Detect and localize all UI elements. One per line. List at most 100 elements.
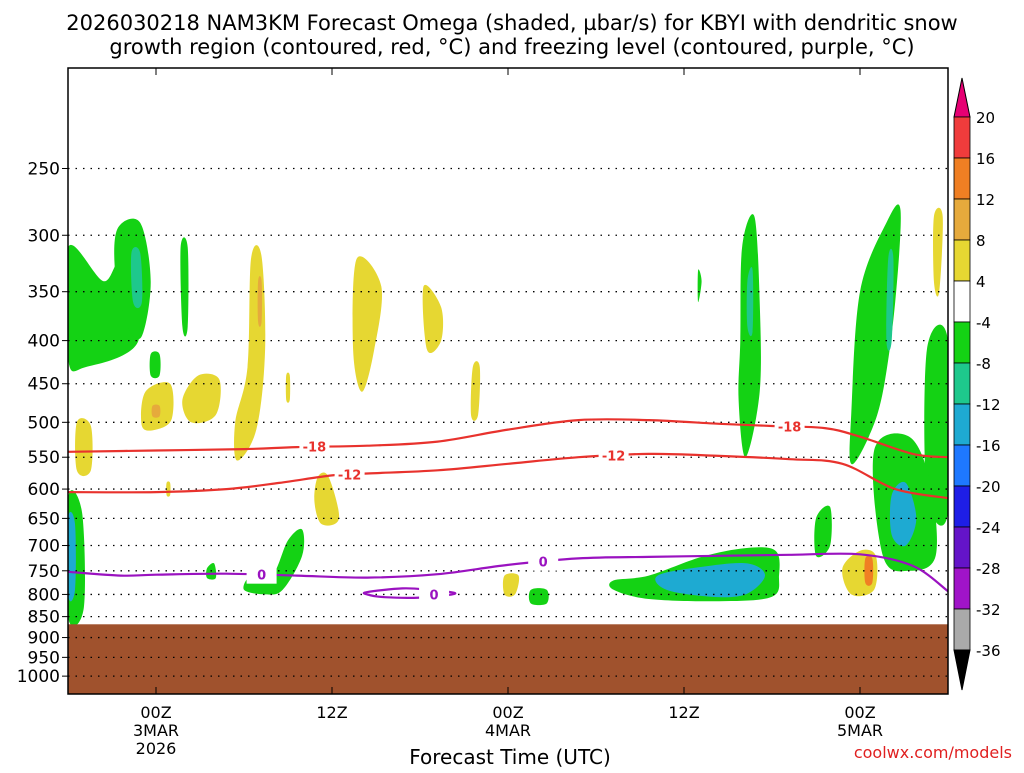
colorbar-segment-4	[953, 280, 971, 323]
colorbar-label-10: -24	[976, 519, 1001, 537]
omega-region-29	[314, 472, 340, 526]
contour-label-3-0: 0	[430, 588, 439, 603]
contour-label-bg-1-0	[334, 465, 365, 484]
omega-region-36	[933, 207, 943, 297]
terrain-surface	[68, 624, 948, 694]
y-tick-label-600: 600	[28, 480, 60, 500]
colorbar-label-7: -12	[976, 396, 1001, 414]
omega-region-23	[151, 404, 161, 418]
colorbar-segment-0	[953, 116, 971, 159]
x-tick-date-0: 3MAR	[133, 721, 179, 740]
omega-shading	[68, 204, 948, 627]
y-tick-label-350: 350	[28, 283, 60, 303]
colorbar-label-1: 16	[976, 150, 995, 168]
omega-region-16	[886, 248, 894, 351]
x-tick-date-2: 4MAR	[485, 721, 531, 740]
omega-region-27	[257, 276, 263, 327]
omega-region-11	[655, 562, 766, 598]
colorbar-segment-12	[953, 608, 971, 651]
colorbar-segment-1	[953, 157, 971, 200]
omega-region-3	[149, 351, 161, 379]
colorbar-segment-7	[953, 403, 971, 446]
y-tick-label-1000: 1000	[17, 667, 60, 687]
omega-region-25	[182, 373, 221, 424]
contour-label-bg-1-1	[598, 446, 629, 465]
contour-label-bg-2-0	[246, 565, 277, 584]
chart-title-line-1: 2026030218 NAM3KM Forecast Omega (shaded…	[66, 11, 957, 35]
x-tick-label-2: 00Z	[492, 703, 523, 722]
y-tick-label-800: 800	[28, 585, 60, 605]
colorbar-label-6: -8	[976, 355, 991, 373]
omega-region-31	[422, 284, 444, 354]
colorbar-upper-arrow	[953, 77, 971, 118]
colorbar-label-2: 12	[976, 191, 995, 209]
omega-region-6	[68, 511, 76, 602]
x-axis-label: Forecast Time (UTC)	[409, 745, 611, 768]
contour-label-1-0: -12	[338, 468, 362, 483]
contour-label-bg-0-1	[774, 417, 805, 436]
omega-region-19	[889, 481, 917, 547]
x-tick-label-1: 12Z	[316, 703, 347, 722]
omega-region-35	[864, 555, 874, 586]
colorbar-lower-arrow	[953, 649, 971, 691]
y-tick-label-400: 400	[28, 332, 60, 352]
colorbar-label-11: -28	[976, 560, 1001, 578]
contour-label-0-0: -18	[303, 441, 327, 456]
terrain-fill	[68, 624, 948, 694]
x-tick-label-4: 00Z	[844, 703, 875, 722]
omega-region-9	[528, 588, 549, 606]
colorbar-label-8: -16	[976, 437, 1001, 455]
x-tick-year-0: 2026	[136, 739, 177, 758]
omega-region-21	[75, 418, 93, 477]
contour--12-1	[68, 452, 948, 500]
contour-0-2	[68, 552, 948, 593]
omega-region-12	[738, 214, 761, 458]
x-tick-date-4: 5MAR	[837, 721, 883, 740]
y-tick-label-250: 250	[28, 159, 60, 179]
chart-title-line-2: growth region (contoured, red, °C) and f…	[109, 35, 914, 59]
colorbar-segment-6	[953, 362, 971, 405]
contour-label-1-1: -12	[602, 450, 626, 465]
colorbar-segment-9	[953, 485, 971, 528]
omega-region-4	[180, 237, 189, 337]
colorbar-segment-2	[953, 198, 971, 241]
omega-region-33	[502, 573, 520, 597]
contour-label-bg-3-0	[419, 585, 450, 604]
colorbar-label-13: -36	[976, 642, 1001, 660]
omega-region-26	[234, 245, 266, 461]
omega-region-13	[746, 267, 754, 337]
colorbar-label-3: 8	[976, 232, 986, 250]
y-tick-label-300: 300	[28, 226, 60, 246]
contour-label-2-0: 0	[257, 569, 266, 584]
omega-region-17	[924, 324, 948, 526]
colorbar-label-0: 20	[976, 109, 995, 127]
y-tick-label-750: 750	[28, 562, 60, 582]
contour-label-bg-0-0	[299, 437, 330, 456]
omega-region-30	[352, 256, 383, 392]
colorbar-segment-8	[953, 444, 971, 487]
y-tick-label-500: 500	[28, 413, 60, 433]
omega-region-32	[470, 361, 481, 421]
colorbar: 20 16 12 8 4 -4 -8 -12 -16 -20 -24 -28 -32 -36	[953, 77, 1001, 691]
omega-region-14	[697, 269, 702, 303]
x-tick-label-3: 12Z	[668, 703, 699, 722]
y-tick-label-700: 700	[28, 537, 60, 557]
y-tick-label-550: 550	[28, 448, 60, 468]
temperature-contours: -18 -18 -12 -12 0 0 0	[68, 417, 948, 604]
colorbar-label-4: 4	[976, 273, 986, 291]
y-tick-label-900: 900	[28, 629, 60, 649]
y-tick-label-950: 950	[28, 648, 60, 668]
colorbar-segment-5	[953, 321, 971, 364]
colorbar-segment-10	[953, 526, 971, 569]
contour-label-2-1: 0	[539, 556, 548, 571]
contour-label-bg-2-1	[528, 552, 559, 571]
colorbar-segment-11	[953, 567, 971, 610]
y-tick-label-650: 650	[28, 509, 60, 529]
colorbar-segment-3	[953, 239, 971, 282]
y-tick-label-850: 850	[28, 608, 60, 628]
omega-region-28	[285, 372, 291, 403]
colorbar-label-12: -32	[976, 601, 1001, 619]
contour-label-0-1: -18	[778, 421, 802, 436]
